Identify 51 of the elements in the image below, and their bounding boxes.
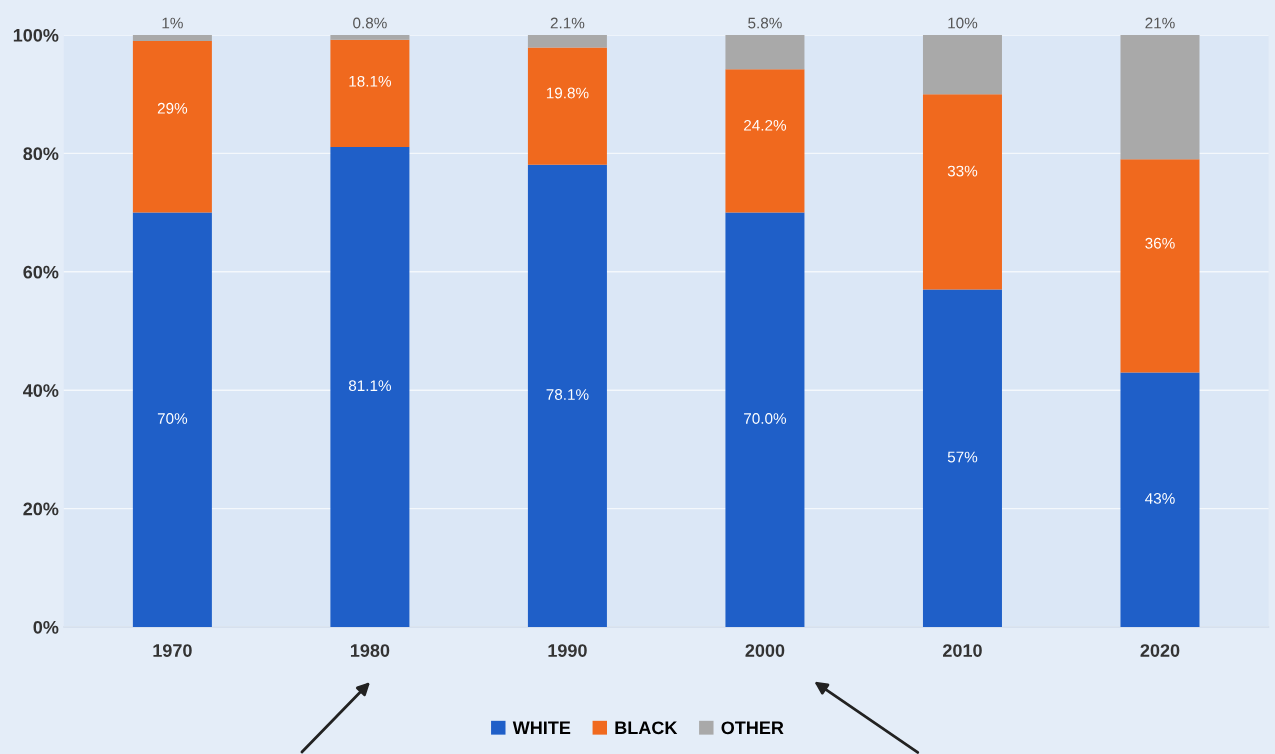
bar [330, 35, 410, 40]
y-tick-label: 60% [23, 265, 59, 279]
data-label: 70% [157, 413, 188, 424]
bar [1120, 35, 1200, 160]
bar [922, 94, 1002, 290]
data-label: 1% [162, 17, 183, 29]
x-tick-label: 1980 [350, 644, 390, 657]
bar [725, 212, 805, 627]
data-label: 78.1% [546, 389, 589, 400]
y-tick-label: 0% [33, 620, 59, 634]
data-label: 0.8% [353, 17, 387, 29]
bar [1120, 372, 1200, 627]
bar [330, 146, 410, 627]
bar [330, 39, 410, 147]
data-label: 2.1% [550, 17, 585, 29]
data-label: 19.8% [546, 87, 589, 99]
legend-label: BLACK [615, 721, 678, 735]
bar [922, 289, 1002, 627]
bar [527, 35, 607, 48]
bar [132, 40, 212, 213]
y-tick-label: 40% [23, 384, 59, 397]
y-tick-label: 80% [23, 147, 59, 161]
y-tick-label: 20% [23, 502, 59, 516]
data-label: 33% [947, 165, 978, 177]
x-tick-label: 2020 [1140, 644, 1180, 657]
data-label: 70.0% [744, 413, 787, 424]
x-tick-label: 1970 [153, 644, 192, 657]
bar [132, 212, 212, 627]
data-label: 81.1% [348, 380, 392, 392]
y-tick-label: 100% [13, 28, 59, 42]
x-tick-label: 2010 [943, 644, 982, 657]
data-label: 18.1% [349, 75, 392, 87]
bar [725, 69, 805, 213]
data-label: 29% [157, 102, 188, 114]
x-tick-label: 2000 [745, 644, 785, 657]
data-label: 43% [1145, 493, 1175, 504]
legend-label: OTHER [721, 721, 784, 735]
legend-label: WHITE [512, 721, 571, 734]
bar [725, 35, 805, 70]
x-tick-label: 1990 [548, 644, 587, 657]
data-label: 36% [1145, 237, 1175, 249]
bar [1120, 159, 1200, 373]
data-label: 57% [947, 451, 978, 463]
data-label: 10% [948, 17, 978, 29]
bar [922, 35, 1002, 95]
data-label: 24.2% [744, 119, 787, 131]
data-label: 5.8% [748, 17, 782, 29]
bar [527, 164, 607, 627]
bar [132, 35, 212, 41]
data-label: 21% [1145, 17, 1175, 29]
bar [527, 47, 607, 165]
